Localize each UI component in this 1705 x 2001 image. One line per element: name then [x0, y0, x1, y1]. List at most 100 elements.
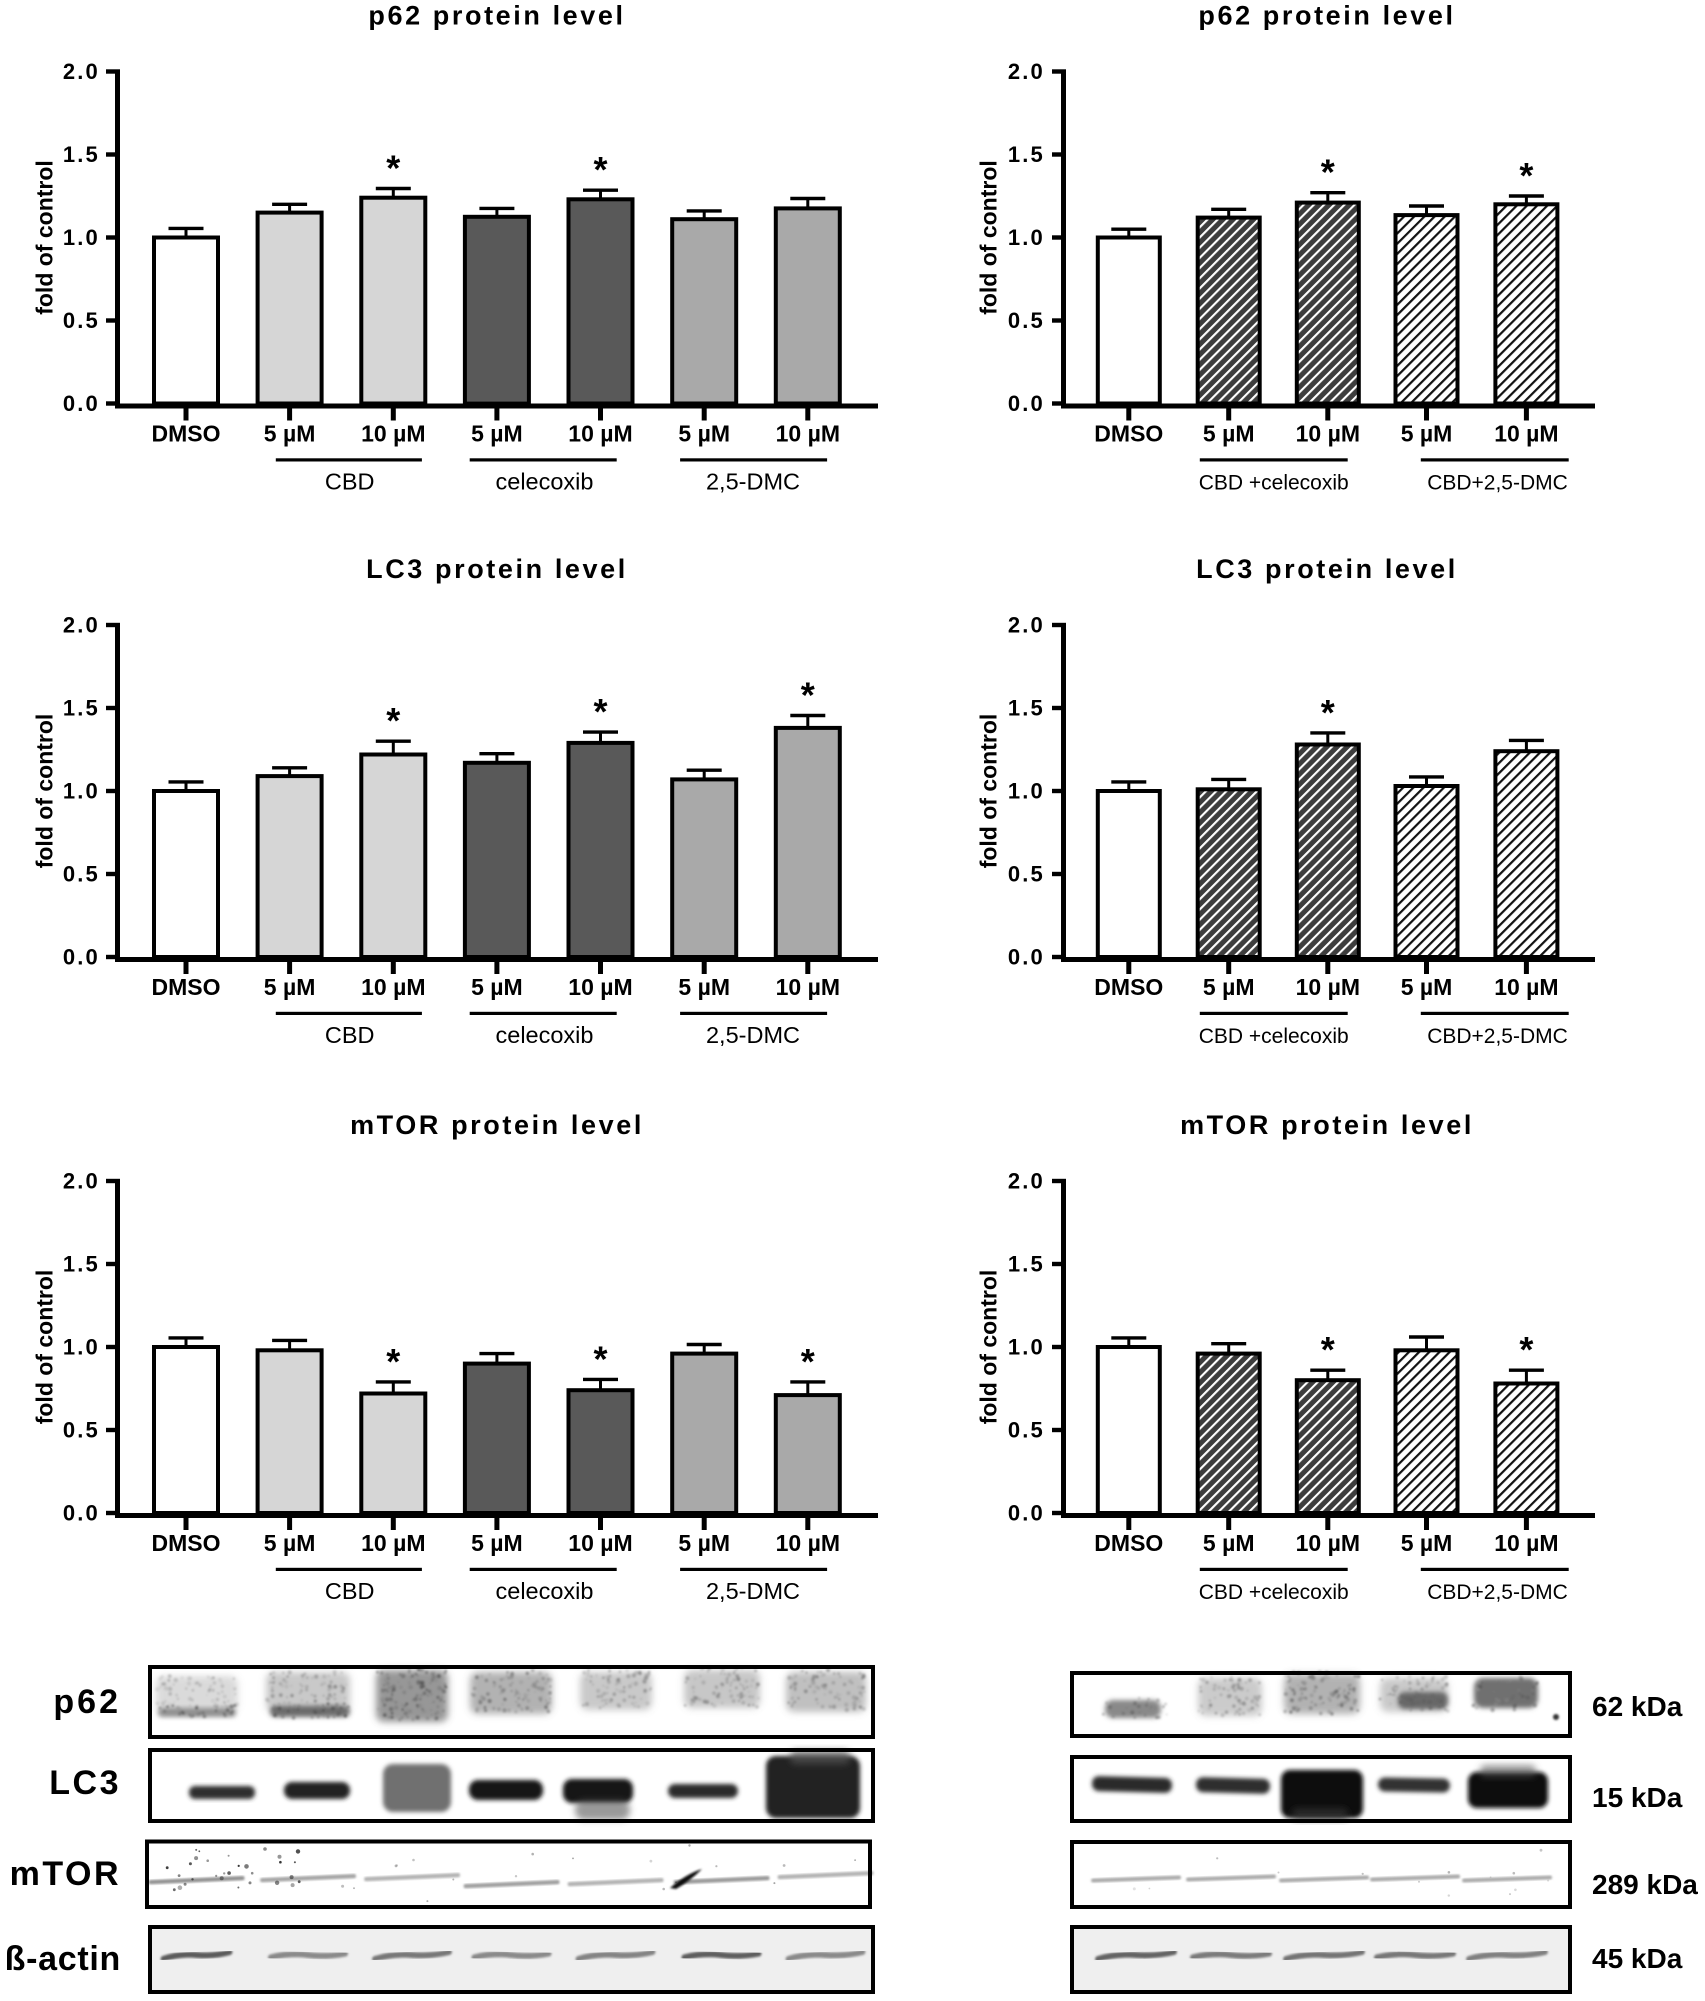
svg-text:mTOR: mTOR — [10, 1855, 121, 1893]
svg-text:2,5-DMC: 2,5-DMC — [706, 469, 800, 495]
svg-text:fold of control: fold of control — [32, 160, 58, 315]
svg-text:1.0: 1.0 — [63, 1335, 100, 1360]
svg-text:celecoxib: celecoxib — [496, 1578, 594, 1604]
svg-text:*: * — [593, 149, 607, 190]
svg-text:LC3: LC3 — [49, 1764, 121, 1802]
svg-text:DMSO: DMSO — [1094, 421, 1163, 447]
svg-text:DMSO: DMSO — [152, 421, 221, 447]
svg-text:*: * — [1321, 152, 1335, 193]
svg-text:45 kDa: 45 kDa — [1592, 1943, 1683, 1974]
svg-text:10 µM: 10 µM — [1296, 421, 1360, 447]
svg-text:0.5: 0.5 — [63, 1418, 100, 1443]
svg-text:*: * — [1519, 155, 1533, 196]
svg-text:1.0: 1.0 — [1008, 1335, 1045, 1360]
svg-text:10 µM: 10 µM — [1296, 1530, 1360, 1556]
svg-text:10 µM: 10 µM — [361, 1530, 425, 1556]
svg-text:1.0: 1.0 — [1008, 779, 1045, 804]
svg-text:0.5: 0.5 — [63, 862, 100, 887]
svg-text:5 µM: 5 µM — [1203, 1530, 1255, 1556]
svg-text:1.5: 1.5 — [63, 142, 100, 167]
svg-text:10 µM: 10 µM — [1296, 974, 1360, 1000]
svg-text:289 kDa: 289 kDa — [1592, 1869, 1698, 1900]
svg-text:10 µM: 10 µM — [568, 974, 632, 1000]
svg-text:LC3 protein level: LC3 protein level — [366, 554, 628, 584]
svg-text:5 µM: 5 µM — [264, 421, 316, 447]
svg-text:2,5-DMC: 2,5-DMC — [706, 1578, 800, 1604]
svg-text:DMSO: DMSO — [152, 974, 221, 1000]
svg-text:0.0: 0.0 — [63, 1501, 100, 1526]
svg-text:CBD+2,5-DMC: CBD+2,5-DMC — [1427, 472, 1568, 495]
svg-text:5 µM: 5 µM — [471, 1530, 523, 1556]
svg-text:1.0: 1.0 — [1008, 225, 1045, 250]
svg-text:5 µM: 5 µM — [471, 974, 523, 1000]
svg-text:LC3 protein level: LC3 protein level — [1196, 554, 1458, 584]
svg-text:fold of control: fold of control — [32, 1270, 58, 1425]
svg-text:0.0: 0.0 — [1008, 391, 1045, 416]
svg-text:0.0: 0.0 — [1008, 945, 1045, 970]
svg-text:5 µM: 5 µM — [678, 974, 730, 1000]
svg-text:10 µM: 10 µM — [568, 421, 632, 447]
svg-text:1.0: 1.0 — [63, 779, 100, 804]
svg-text:fold of control: fold of control — [976, 160, 1002, 315]
svg-text:ß-actin: ß-actin — [5, 1940, 121, 1978]
svg-text:fold of control: fold of control — [976, 714, 1002, 869]
svg-text:1.5: 1.5 — [63, 1252, 100, 1277]
svg-text:1.5: 1.5 — [63, 696, 100, 721]
svg-text:0.0: 0.0 — [1008, 1501, 1045, 1526]
svg-text:2.0: 2.0 — [63, 59, 100, 84]
svg-text:2.0: 2.0 — [1008, 613, 1045, 638]
svg-text:*: * — [801, 1341, 815, 1382]
svg-text:p62 protein level: p62 protein level — [1198, 1, 1455, 31]
svg-text:p62: p62 — [53, 1683, 121, 1721]
svg-text:*: * — [1321, 692, 1335, 733]
svg-text:0.0: 0.0 — [63, 945, 100, 970]
svg-text:2.0: 2.0 — [63, 613, 100, 638]
svg-text:1.5: 1.5 — [1008, 1252, 1045, 1277]
svg-text:5 µM: 5 µM — [264, 974, 316, 1000]
svg-text:*: * — [386, 148, 400, 189]
svg-text:5 µM: 5 µM — [1203, 974, 1255, 1000]
svg-text:0.0: 0.0 — [63, 391, 100, 416]
svg-text:5 µM: 5 µM — [678, 1530, 730, 1556]
svg-text:5 µM: 5 µM — [1401, 1530, 1453, 1556]
svg-text:10 µM: 10 µM — [776, 974, 840, 1000]
svg-text:*: * — [1519, 1329, 1533, 1370]
svg-text:0.5: 0.5 — [1008, 1418, 1045, 1443]
svg-text:fold of control: fold of control — [976, 1270, 1002, 1425]
svg-text:*: * — [386, 700, 400, 741]
svg-text:5 µM: 5 µM — [1203, 421, 1255, 447]
svg-text:10 µM: 10 µM — [776, 421, 840, 447]
svg-text:2,5-DMC: 2,5-DMC — [706, 1022, 800, 1048]
svg-text:mTOR protein level: mTOR protein level — [1180, 1110, 1474, 1140]
svg-text:CBD: CBD — [325, 1022, 375, 1048]
svg-text:celecoxib: celecoxib — [496, 469, 594, 495]
svg-text:DMSO: DMSO — [1094, 974, 1163, 1000]
svg-text:CBD +celecoxib: CBD +celecoxib — [1199, 1581, 1349, 1604]
svg-text:5 µM: 5 µM — [1401, 421, 1453, 447]
svg-text:5 µM: 5 µM — [678, 421, 730, 447]
svg-text:10 µM: 10 µM — [1494, 974, 1558, 1000]
svg-text:15 kDa: 15 kDa — [1592, 1782, 1683, 1813]
svg-text:1.5: 1.5 — [1008, 142, 1045, 167]
svg-text:DMSO: DMSO — [152, 1530, 221, 1556]
svg-text:0.5: 0.5 — [1008, 862, 1045, 887]
svg-text:0.5: 0.5 — [1008, 308, 1045, 333]
svg-text:CBD: CBD — [325, 469, 375, 495]
svg-text:fold of control: fold of control — [32, 714, 58, 869]
svg-text:10 µM: 10 µM — [361, 974, 425, 1000]
svg-text:*: * — [1321, 1329, 1335, 1370]
svg-text:5 µM: 5 µM — [1401, 974, 1453, 1000]
svg-text:*: * — [386, 1341, 400, 1382]
svg-text:CBD+2,5-DMC: CBD+2,5-DMC — [1427, 1581, 1568, 1604]
svg-text:1.5: 1.5 — [1008, 696, 1045, 721]
svg-text:CBD +celecoxib: CBD +celecoxib — [1199, 1025, 1349, 1048]
svg-text:0.5: 0.5 — [63, 308, 100, 333]
svg-text:*: * — [593, 1338, 607, 1379]
svg-text:*: * — [593, 691, 607, 732]
svg-text:10 µM: 10 µM — [1494, 421, 1558, 447]
svg-text:10 µM: 10 µM — [361, 421, 425, 447]
svg-text:62 kDa: 62 kDa — [1592, 1691, 1683, 1722]
svg-text:celecoxib: celecoxib — [496, 1022, 594, 1048]
svg-text:CBD +celecoxib: CBD +celecoxib — [1199, 472, 1349, 495]
svg-text:10 µM: 10 µM — [568, 1530, 632, 1556]
